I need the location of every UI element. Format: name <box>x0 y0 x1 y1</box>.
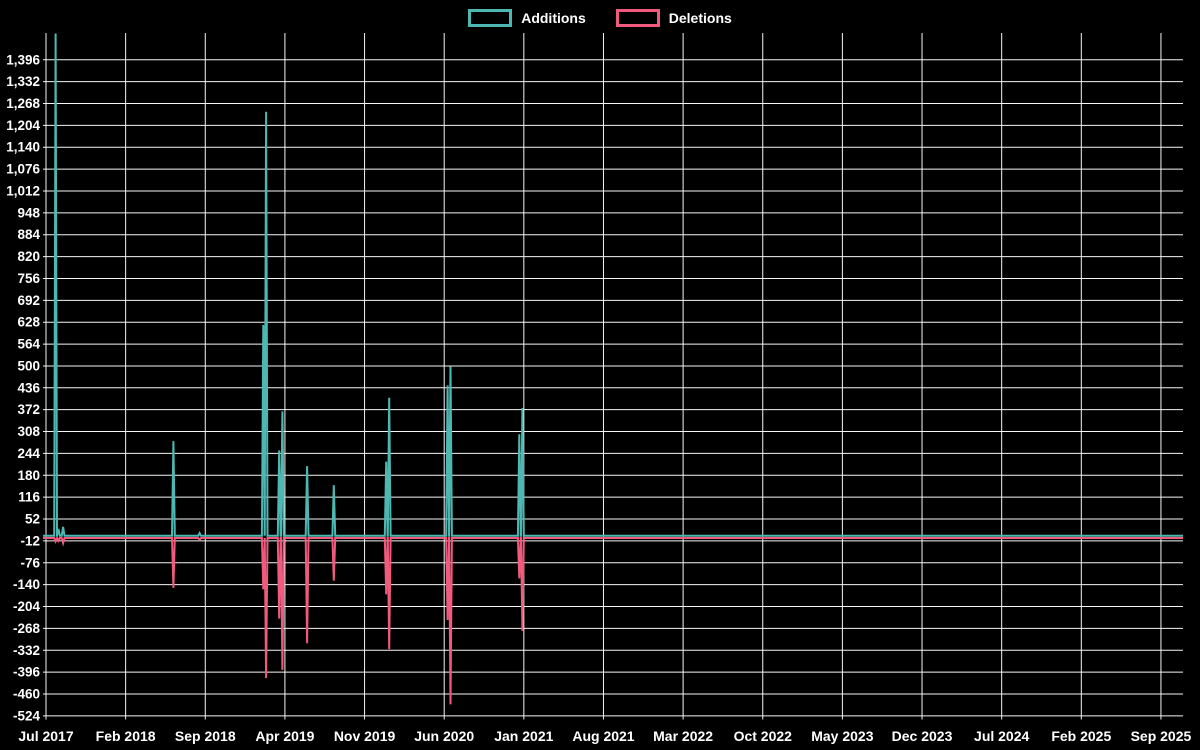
y-tick-label: 692 <box>17 293 40 308</box>
x-tick-label: Nov 2019 <box>334 728 396 744</box>
y-tick-label: 308 <box>17 424 40 439</box>
y-tick-label: -524 <box>13 708 41 723</box>
x-tick-label: Jan 2021 <box>494 728 553 744</box>
legend-item-additions[interactable]: Additions <box>468 9 586 27</box>
additions-series-line <box>43 33 1183 537</box>
y-tick-label: 756 <box>17 271 40 286</box>
y-tick-label: 180 <box>17 468 40 483</box>
y-tick-label: 1,076 <box>6 162 40 177</box>
legend-item-deletions[interactable]: Deletions <box>615 9 732 27</box>
x-tick-label: Sep 2018 <box>175 728 236 744</box>
deletions-series-line <box>43 537 1183 705</box>
y-tick-label: 628 <box>17 315 40 330</box>
y-tick-label: 948 <box>17 205 40 220</box>
y-tick-label: 884 <box>17 227 40 242</box>
y-tick-label: 1,012 <box>6 183 40 198</box>
y-tick-label: 500 <box>17 358 40 373</box>
x-tick-label: Feb 2025 <box>1051 728 1111 744</box>
y-tick-label: 1,396 <box>6 52 40 67</box>
x-tick-label: May 2023 <box>811 728 873 744</box>
y-tick-label: 372 <box>17 402 40 417</box>
y-tick-label: 1,140 <box>6 140 40 155</box>
y-tick-label: 436 <box>17 380 40 395</box>
y-tick-label: 244 <box>17 446 40 461</box>
x-tick-label: Jul 2017 <box>18 728 73 744</box>
x-tick-label: Mar 2022 <box>653 728 713 744</box>
additions-swatch-icon <box>468 9 513 27</box>
y-tick-label: -140 <box>13 577 40 592</box>
y-tick-label: -268 <box>13 621 41 636</box>
gridlines <box>43 33 1183 720</box>
legend-label-deletions: Deletions <box>668 10 732 26</box>
y-tick-label: -12 <box>20 533 40 548</box>
y-axis-labels: 1,396 1,332 1,268 1,204 1,140 1,076 1,012 948 88… <box>6 52 40 723</box>
x-tick-label: Jun 2020 <box>414 728 474 744</box>
chart-legend: Additions Deletions <box>0 7 1200 29</box>
legend-label-additions: Additions <box>521 10 586 26</box>
y-tick-label: 564 <box>17 337 40 352</box>
x-axis-labels: Jul 2017 Feb 2018 Sep 2018 Apr 2019 Nov 2019… <box>18 728 1191 744</box>
y-tick-label: 116 <box>18 490 40 505</box>
y-tick-label: -76 <box>20 555 40 570</box>
x-tick-label: Feb 2018 <box>96 728 156 744</box>
y-tick-label: 1,332 <box>6 74 40 89</box>
x-tick-label: Aug 2021 <box>572 728 634 744</box>
x-tick-label: Jul 2024 <box>974 728 1029 744</box>
y-tick-label: 52 <box>25 512 40 527</box>
y-tick-label: 1,204 <box>6 118 40 133</box>
y-tick-label: -460 <box>13 686 40 701</box>
x-tick-label: Apr 2019 <box>255 728 314 744</box>
y-tick-label: -396 <box>13 665 41 680</box>
y-tick-label: 1,268 <box>6 96 40 111</box>
x-tick-label: Sep 2025 <box>1131 728 1192 744</box>
y-tick-label: -204 <box>13 599 41 614</box>
x-tick-label: Dec 2023 <box>892 728 953 744</box>
y-tick-label: -332 <box>13 643 40 658</box>
deletions-swatch-icon <box>615 9 660 27</box>
y-tick-label: 820 <box>17 249 40 264</box>
x-tick-label: Oct 2022 <box>734 728 793 744</box>
